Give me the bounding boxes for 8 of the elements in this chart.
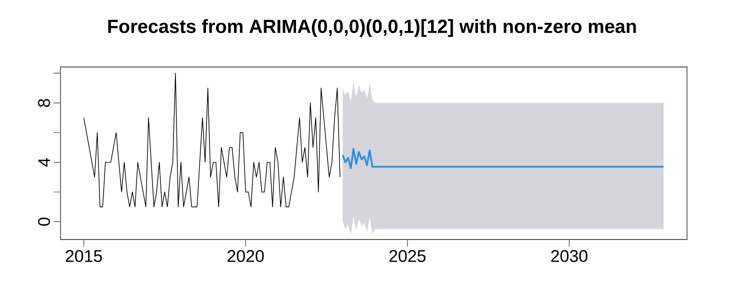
x-tick-label: 2020 [228,250,264,262]
x-tick-label: 2015 [66,250,102,262]
y-tick-label: 8 [38,98,50,107]
x-tick-label: 2030 [551,250,588,262]
chart-title: Forecasts from ARIMA(0,0,0)(0,0,1)[12] with non-zero mean [108,19,636,37]
x-tick-label: 2025 [389,250,426,262]
y-tick-label: 4 [38,158,50,167]
y-tick-label: 0 [38,218,50,226]
